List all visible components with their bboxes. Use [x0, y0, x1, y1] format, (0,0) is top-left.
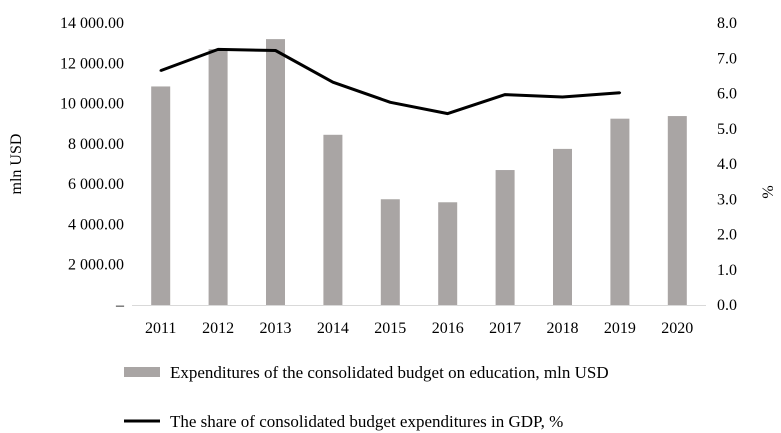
x-tick-label: 2016: [432, 320, 464, 337]
x-tick-label: 2011: [145, 320, 176, 337]
line-series-gdp-share: [161, 49, 620, 113]
line-point-2014: [332, 81, 334, 83]
bar-2019: [610, 119, 629, 305]
bar-2014: [323, 135, 342, 305]
bar-2018: [553, 149, 572, 305]
x-tick-label: 2018: [547, 320, 579, 337]
y-right-tick-label: 5.0: [717, 121, 737, 138]
y-left-axis-title: mln USD: [8, 134, 25, 195]
bar-2015: [381, 199, 400, 305]
line-point-2017: [504, 93, 506, 95]
line-point-2013: [274, 49, 276, 51]
bar-2011: [151, 86, 170, 305]
y-right-axis-title: %: [760, 185, 777, 198]
x-tick-label: 2019: [604, 320, 636, 337]
bar-2012: [209, 49, 228, 305]
y-right-tick-label: 1.0: [717, 262, 737, 279]
y-right-tick-label: 6.0: [717, 86, 737, 103]
bar-2020: [668, 116, 687, 305]
line-point-2018: [561, 96, 563, 98]
y-right-tick-label: 7.0: [717, 50, 737, 67]
y-right-tick-label: 4.0: [717, 156, 737, 173]
x-tick-label: 2012: [202, 320, 234, 337]
x-tick-label: 2013: [260, 320, 292, 337]
x-tick-label: 2014: [317, 320, 349, 337]
x-tick-label: 2017: [489, 320, 521, 337]
y-left-tick-label: 6 000.00: [68, 176, 124, 193]
y-right-tick-label: 2.0: [717, 227, 737, 244]
y-left-tick-label: 10 000.00: [60, 96, 124, 113]
y-left-tick-label: 2 000.00: [68, 257, 124, 274]
x-tick-label: 2020: [661, 320, 693, 337]
legend-swatch-bar: [124, 367, 160, 377]
bar-2016: [438, 202, 457, 305]
legend-label-line: The share of consolidated budget expendi…: [170, 412, 563, 431]
y-left-tick-label: 4 000.00: [68, 216, 124, 233]
legend-label-bar: Expenditures of the consolidated budget …: [170, 363, 609, 382]
x-tick-label: 2015: [374, 320, 406, 337]
y-left-tick-label: 8 000.00: [68, 136, 124, 153]
line-point-2015: [389, 101, 391, 103]
bar-2017: [496, 170, 515, 305]
y-right-tick-label: 3.0: [717, 191, 737, 208]
line-point-2011: [160, 69, 162, 71]
line-point-2019: [619, 92, 621, 94]
y-right-tick-label: 0.0: [717, 297, 737, 314]
y-left-tick-label: 12 000.00: [60, 55, 124, 72]
line-point-2012: [217, 48, 219, 50]
y-right-tick-label: 8.0: [717, 15, 737, 32]
line-point-2016: [447, 112, 449, 114]
y-left-tick-label: –: [115, 297, 125, 314]
bar-2013: [266, 39, 285, 305]
y-left-tick-label: 14 000.00: [60, 15, 124, 32]
